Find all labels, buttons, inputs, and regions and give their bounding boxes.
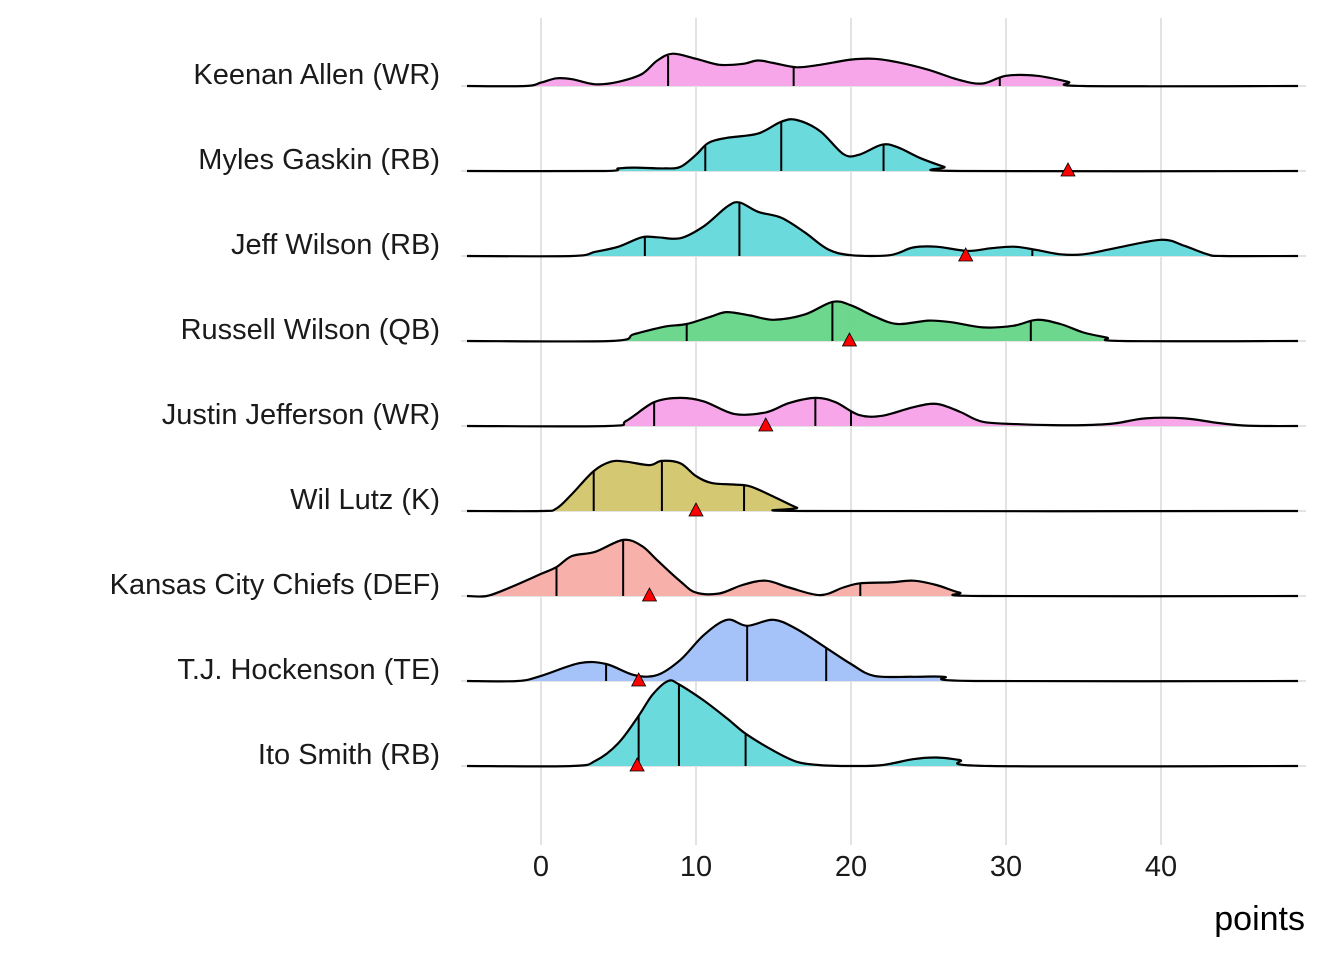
ridge-justin-jefferson-wr (466, 396, 1299, 432)
density-area (467, 460, 1298, 512)
ridge-russell-wilson-qb (466, 300, 1299, 347)
actual-points-marker (629, 757, 645, 772)
density-outline (466, 538, 1299, 598)
y-label: Russell Wilson (QB) (181, 314, 440, 346)
density-area (467, 680, 1298, 767)
y-axis-labels: Keenan Allen (WR) Myles Gaskin (RB) Jeff W… (110, 59, 440, 771)
density-area (467, 619, 1298, 682)
actual-points-marker (958, 247, 974, 262)
y-label: Keenan Allen (WR) (193, 59, 440, 91)
actual-points-marker (758, 417, 774, 432)
actual-points-marker (688, 502, 704, 517)
density-area (467, 202, 1298, 257)
x-axis-title: points (1214, 900, 1305, 938)
ridge-t-j-hockenson-te (466, 618, 1299, 687)
x-tick-label: 10 (680, 851, 712, 883)
actual-points-marker (841, 332, 858, 347)
ridge-wil-lutz-k (466, 459, 1299, 517)
density-outline (466, 679, 1299, 768)
ridge-jeff-wilson-rb (466, 201, 1299, 262)
ridge-keenan-allen-wr (466, 52, 1299, 88)
ridge-myles-gaskin-rb (466, 118, 1299, 177)
y-label: T.J. Hockenson (TE) (177, 654, 440, 686)
x-tick-label: 20 (835, 851, 867, 883)
density-outline (466, 201, 1299, 258)
y-label: Myles Gaskin (RB) (198, 144, 440, 176)
density-outline (466, 118, 1299, 173)
y-label: Ito Smith (RB) (258, 739, 440, 771)
density-outline (466, 52, 1299, 88)
ridge-kansas-city-chiefs-def (466, 538, 1299, 602)
ridge-ito-smith-rb (466, 679, 1299, 772)
density-area (467, 301, 1298, 342)
x-axis-ticks: 0 10 20 30 40 (533, 851, 1177, 883)
density-outline (466, 459, 1299, 513)
y-label: Justin Jefferson (WR) (162, 399, 440, 431)
x-tick-label: 30 (990, 851, 1022, 883)
x-tick-label: 0 (533, 851, 549, 883)
x-tick-label: 40 (1145, 851, 1177, 883)
density-area (467, 53, 1298, 87)
ridges (466, 52, 1299, 772)
actual-points-marker (1060, 162, 1076, 177)
density-outline (466, 300, 1299, 343)
density-area (467, 539, 1298, 597)
grid-lines (461, 18, 1306, 845)
density-area (467, 397, 1298, 427)
density-outline (466, 618, 1299, 683)
actual-points-marker (641, 587, 658, 602)
y-label: Jeff Wilson (RB) (231, 229, 440, 261)
density-outline (466, 396, 1299, 428)
y-label: Wil Lutz (K) (290, 484, 440, 516)
y-label: Kansas City Chiefs (DEF) (110, 569, 440, 601)
actual-points-marker (630, 672, 647, 687)
